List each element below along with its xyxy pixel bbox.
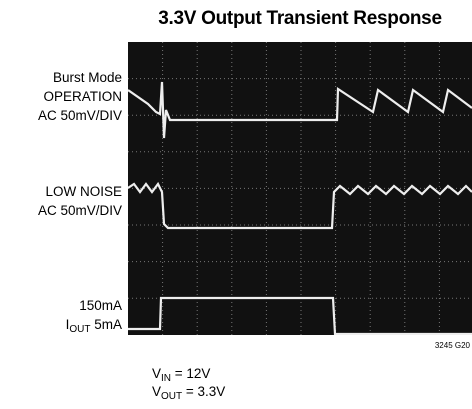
label-line: AC 50mV/DIV: [38, 201, 122, 220]
label-line: 150mA: [66, 296, 122, 315]
text: V: [152, 384, 161, 399]
page: 3.3V Output Transient Response Burst Mod…: [0, 0, 472, 409]
trace-label: LOW NOISE AC 50mV/DIV: [38, 182, 122, 220]
title: 3.3V Output Transient Response: [128, 8, 472, 30]
trace-label: 150mA IOUT 5mA: [66, 296, 122, 339]
text: = 3.3V: [182, 384, 225, 399]
text: V: [152, 366, 161, 381]
subscript: OUT: [69, 324, 90, 335]
text: 5mA: [90, 317, 122, 332]
label-line: LOW NOISE: [38, 182, 122, 201]
label-line: Burst Mode: [38, 68, 122, 87]
text: = 12V: [171, 366, 210, 381]
scope-screen: [128, 42, 472, 335]
label-line: OPERATION: [38, 87, 122, 106]
condition: VOUT = 3.3V: [152, 384, 225, 402]
subscript: OUT: [161, 391, 182, 402]
label-line: AC 50mV/DIV: [38, 106, 122, 125]
trace-label: Burst Mode OPERATION AC 50mV/DIV: [38, 68, 122, 125]
figure-id: 3245 G20: [435, 341, 470, 350]
condition: VIN = 12V: [152, 366, 210, 384]
label-line: IOUT 5mA: [66, 315, 122, 339]
subscript: IN: [161, 373, 171, 384]
